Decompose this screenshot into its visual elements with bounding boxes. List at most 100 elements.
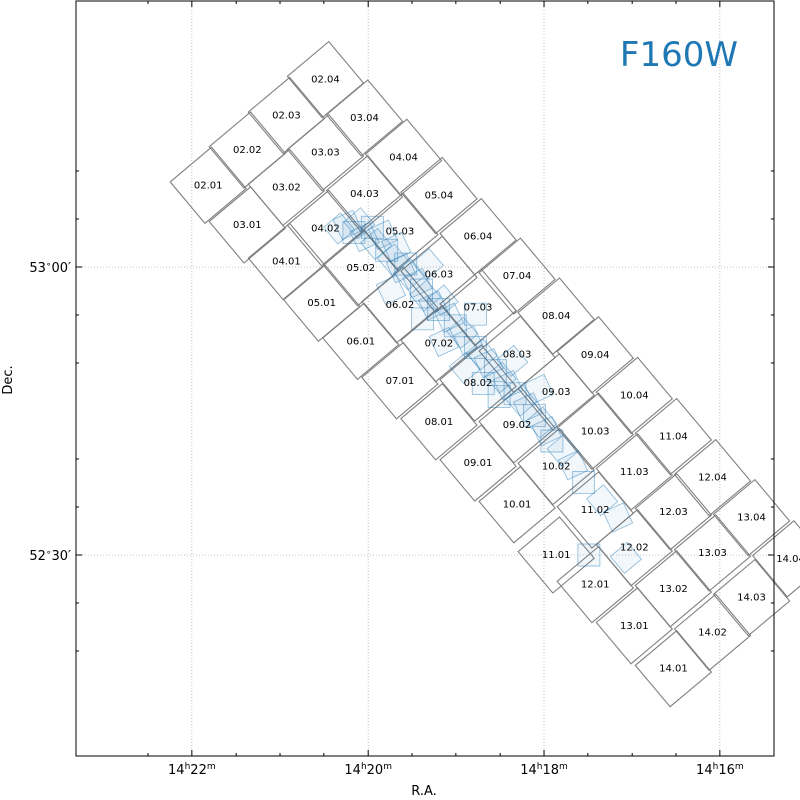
tile-label: 11.04 [659, 432, 688, 443]
exposure-footprint [381, 231, 412, 263]
exposure-footprint [367, 219, 399, 250]
exposure-footprint [343, 207, 376, 240]
x-tick-label: 14h16m [696, 762, 744, 778]
exposure-footprint [411, 247, 445, 281]
tile-label: 06.03 [425, 269, 454, 280]
tile-label: 11.01 [542, 550, 571, 561]
axis-ticks: 14h22m 14h20m 14h18m 14h16m 53∘00′ 52∘30′ [29, 1, 774, 778]
tile-outline [712, 558, 791, 637]
tile-outline [712, 478, 791, 557]
tile-label: 07.02 [425, 339, 454, 350]
tile-footprints [169, 40, 800, 708]
exposure-footprint [487, 385, 511, 409]
exposure-footprint [359, 227, 393, 261]
tile-label: 14.03 [737, 593, 766, 604]
exposure-footprint [448, 351, 481, 384]
tile-label: 07.01 [386, 376, 415, 387]
y-tick-label: 52∘30′ [29, 548, 71, 564]
tile-label: 14.01 [659, 664, 688, 675]
tile-label: 13.02 [659, 584, 688, 595]
tile-label: 13.01 [620, 621, 649, 632]
tile-outline [325, 79, 404, 157]
tile-outline [478, 465, 556, 544]
tile-label: 12.02 [620, 543, 649, 554]
tile-outline [634, 550, 713, 628]
tile-outline [439, 424, 517, 502]
tile-label: 06.04 [464, 232, 493, 243]
plot-frame [75, 0, 775, 757]
tile-outline [478, 237, 556, 315]
filter-title: F160W [620, 35, 738, 75]
tile-label: 02.02 [233, 145, 262, 156]
exposure-footprint [602, 502, 634, 533]
tile-label: 11.03 [620, 467, 649, 478]
tile-label: 08.02 [464, 378, 493, 389]
exposure-footprint [443, 314, 467, 338]
exposure-footprint [572, 470, 596, 494]
exposure-footprint [409, 279, 442, 312]
tile-label: 09.03 [542, 387, 571, 398]
tile-label: 04.01 [272, 256, 301, 267]
tile-outline [634, 629, 713, 708]
exposure-footprint [323, 212, 356, 245]
tile-label: 10.04 [620, 390, 649, 401]
x-tick-label: 14h18m [520, 762, 568, 778]
tile-outline [400, 304, 478, 383]
exposure-footprint [505, 384, 538, 417]
exposure-footprint [446, 316, 479, 349]
tile-label: 10.01 [503, 500, 532, 511]
tile-outline [247, 148, 326, 227]
tile-label: 12.04 [698, 473, 727, 484]
tile-outline [673, 438, 752, 517]
tile-outline [439, 344, 517, 422]
tile-outline [439, 268, 517, 347]
exposure-footprint [349, 221, 380, 253]
exposure-footprint [525, 406, 558, 439]
tile-outline [517, 277, 595, 355]
exposure-footprint [463, 302, 487, 326]
tile-label: 04.04 [389, 152, 418, 163]
tile-label: 02.03 [272, 110, 301, 121]
tile-label: 06.01 [346, 336, 375, 347]
tile-outline [595, 508, 674, 587]
x-tick-label: 14h22m [168, 762, 216, 778]
y-tick-label: 53∘00′ [29, 260, 71, 276]
exposure-footprint [577, 543, 601, 567]
tile-outline [364, 118, 443, 197]
exposure-footprint [585, 484, 619, 517]
exposure-footprint [428, 326, 459, 358]
exposure-footprint [473, 348, 504, 379]
tile-outline [556, 392, 635, 471]
exposure-footprint [609, 541, 643, 575]
tile-label: 14.04 [776, 554, 800, 565]
exposure-footprint [375, 274, 407, 306]
tile-label: 09.01 [464, 458, 493, 469]
tile-outline [286, 189, 365, 268]
exposure-footprint [360, 215, 384, 239]
tile-outline [517, 516, 595, 594]
exposure-footprint [433, 302, 465, 333]
exposure-footprint [394, 252, 418, 276]
tile-label: 09.04 [581, 350, 610, 361]
tile-label: 09.02 [503, 420, 532, 431]
tile-outline [361, 266, 439, 344]
tile-outline [595, 587, 674, 665]
tile-label: 05.04 [425, 191, 454, 202]
tile-outline [208, 186, 287, 264]
exposure-footprint [342, 220, 366, 244]
exposure-footprint [503, 382, 527, 406]
exposure-footprint [393, 258, 426, 291]
tile-label: 03.03 [311, 148, 340, 159]
tile-label: 06.02 [386, 300, 415, 311]
x-axis-label: R.A. [411, 784, 437, 799]
tile-outline [634, 473, 713, 551]
tile-label: 11.02 [581, 505, 610, 516]
exposure-footprint [513, 392, 544, 423]
tile-outline [361, 341, 439, 420]
exposure-footprint [417, 290, 449, 321]
tile-label: 05.01 [307, 298, 336, 309]
tile-label: 04.02 [311, 224, 340, 235]
tile-label: 14.02 [698, 627, 727, 638]
tile-label: 03.04 [350, 113, 379, 124]
